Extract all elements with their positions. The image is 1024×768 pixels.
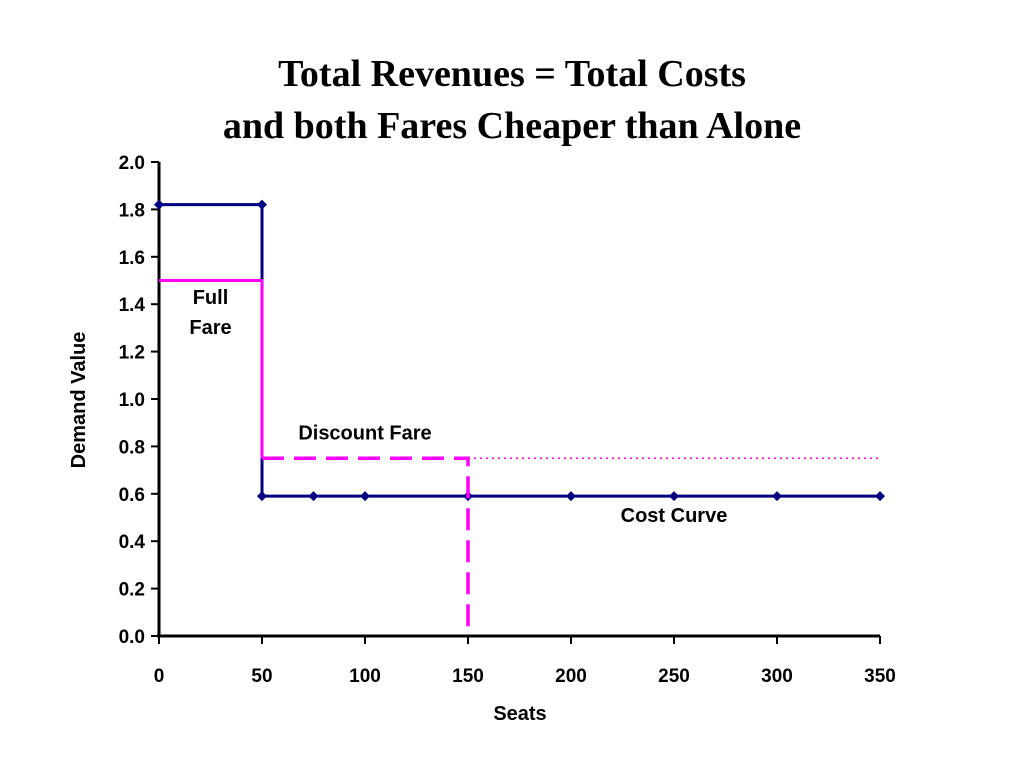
annotation-label: Discount Fare [298, 422, 431, 444]
y-tick-label: 0.4 [119, 532, 146, 553]
y-tick-label: 0.0 [119, 627, 145, 648]
series-layer [154, 199, 885, 636]
y-tick-label: 1.0 [119, 390, 145, 411]
annotation-label: Cost Curve [621, 505, 728, 527]
y-tick-label: 1.6 [119, 248, 145, 269]
x-axis-label: Seats [493, 703, 546, 725]
x-tick-label: 300 [761, 666, 793, 687]
annotation-label: Full Fare [189, 287, 231, 339]
y-tick-label: 0.8 [119, 437, 145, 458]
series-marker [875, 491, 885, 502]
y-tick-label: 1.4 [119, 295, 146, 316]
y-tick-label: 0.6 [119, 485, 145, 506]
series-marker [308, 491, 319, 502]
x-tick-label: 50 [251, 666, 272, 687]
series-marker [360, 491, 370, 502]
series-line [262, 456, 470, 636]
series-line [159, 203, 880, 498]
x-tick-label: 100 [349, 666, 381, 687]
x-tick-label: 350 [864, 666, 896, 687]
series-marker [566, 491, 576, 502]
series-marker [257, 199, 267, 210]
y-tick-label: 1.8 [119, 200, 145, 221]
chart-title-line-2: and both Fares Cheaper than Alone [222, 105, 802, 147]
x-tick-label: 150 [452, 666, 484, 687]
y-tick-label: 1.2 [119, 343, 145, 364]
y-tick-label: 0.2 [119, 580, 145, 601]
y-axis-label: Demand Value [68, 332, 90, 469]
axes: 0.0 0.2 0.4 0.6 0.8 1.0 1.2 1.4 1.6 1.8 2.0 0 50 100 1… [119, 153, 896, 687]
series-line [159, 279, 264, 459]
y-tick-label: 2.0 [119, 153, 145, 174]
chart-title-line-1: Total Revenues = Total Costs [278, 53, 746, 95]
series-marker [772, 491, 782, 502]
series-marker [154, 199, 164, 210]
x-tick-label: 0 [154, 666, 165, 687]
series-marker [257, 491, 267, 502]
chart-title: Total Revenues = Total Costs and both Fa… [0, 48, 1024, 152]
x-tick-label: 200 [555, 666, 587, 687]
x-tick-label: 250 [658, 666, 690, 687]
series-marker [669, 491, 679, 502]
annotation-layer: Full Fare Discount Fare Cost Curve [189, 287, 727, 527]
